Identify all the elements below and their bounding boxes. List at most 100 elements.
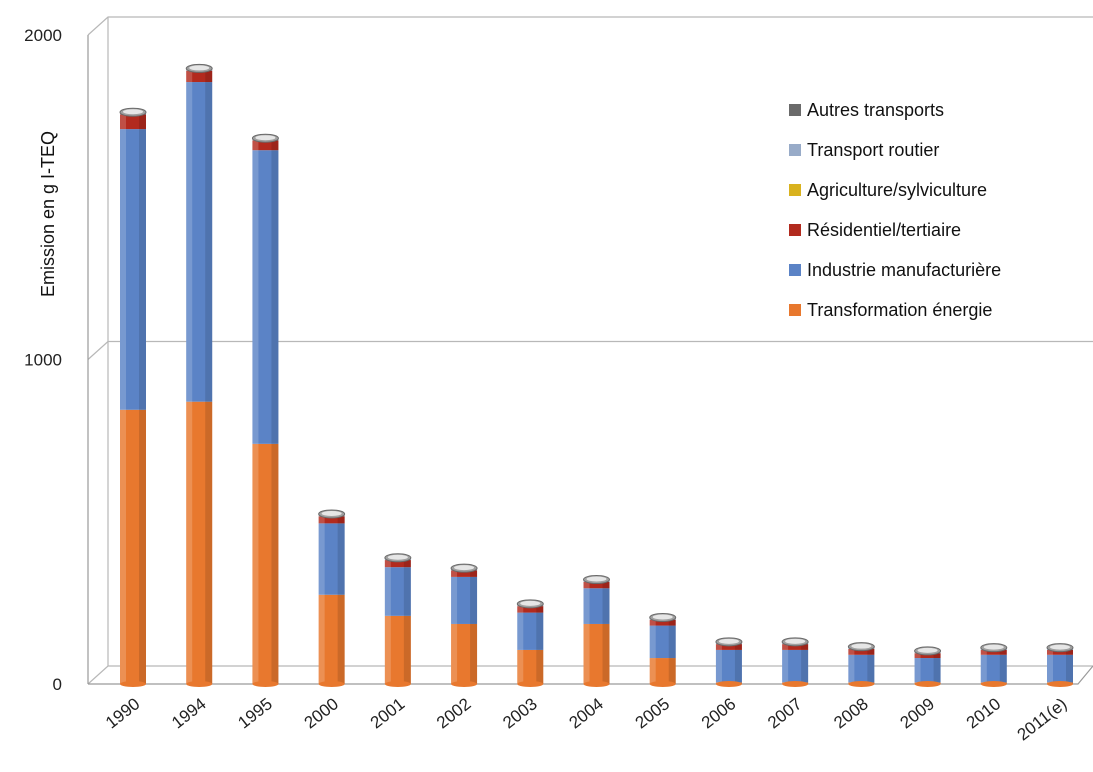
x-tick-label: 2007 (764, 694, 806, 732)
bar-top-cap-highlight (520, 600, 541, 606)
bar-bottom-cap (252, 681, 279, 687)
bar-bottom-cap (782, 681, 809, 687)
bar-group-2010 (980, 643, 1008, 687)
bar-highlight (980, 647, 987, 684)
bar-top-cap-highlight (255, 135, 276, 141)
bar-segment (451, 623, 478, 684)
bar-group-2004 (583, 575, 610, 687)
bar-group-2003 (516, 599, 544, 687)
legend-item: Agriculture/sylviculture (789, 180, 987, 200)
x-axis-floor (88, 665, 1093, 685)
bar-bottom-cap (318, 681, 345, 687)
bar-segment (914, 658, 941, 683)
bar-highlight (186, 68, 193, 684)
x-tick-label: 2002 (433, 694, 475, 732)
bar-segment (848, 654, 875, 683)
bar-segment (980, 649, 1007, 655)
x-tick-label: 2005 (632, 694, 674, 732)
bar-group-2001 (384, 553, 412, 687)
axis-layer (87, 17, 1093, 685)
bar-highlight (120, 112, 126, 684)
legend-swatch (789, 144, 801, 156)
bar-segment (384, 560, 411, 568)
x-tick-label: 2004 (565, 694, 607, 732)
bar-shadow (867, 646, 875, 684)
bar-top-cap-highlight (454, 565, 475, 571)
bar-shadow (1066, 647, 1073, 684)
legend-label: Industrie manufacturière (807, 260, 1001, 280)
bar-segment (980, 654, 1007, 683)
bar-top-cap-highlight (652, 614, 673, 620)
bar-top-cap-highlight (785, 638, 806, 644)
bar-segment (318, 523, 345, 595)
bar-segment (120, 409, 146, 684)
bar-top-cap-highlight (189, 65, 210, 71)
x-tick-label: 2006 (698, 694, 740, 732)
x-tick-label: 1994 (168, 694, 210, 732)
bar-shadow (999, 647, 1007, 684)
legend-item: Résidentiel/tertiaire (789, 220, 961, 240)
bar-shadow (337, 513, 345, 684)
bar-segment (384, 567, 411, 616)
x-tick-label: 2000 (301, 694, 343, 732)
bar-segment (252, 443, 279, 684)
legend-label: Agriculture/sylviculture (807, 180, 987, 200)
y-tick-label: 0 (53, 675, 62, 694)
bar-group-2000 (318, 509, 346, 687)
bar-segment (583, 581, 610, 589)
bar-segment (120, 129, 146, 410)
bar-segment (715, 649, 742, 683)
gridline-2000 (87, 16, 1093, 36)
bar-shadow (734, 641, 742, 684)
bar-shadow (271, 138, 279, 685)
bar-top-cap-highlight (851, 643, 872, 649)
legend-item: Transport routier (789, 140, 939, 160)
bar-highlight (848, 646, 855, 684)
y-axis-label: Emission en g I-TEQ (38, 131, 58, 297)
bar-highlight (318, 513, 325, 684)
bar-highlight (1047, 647, 1053, 684)
bar-shadow (933, 650, 941, 684)
bar-segment (583, 588, 610, 624)
bar-highlight (715, 641, 722, 684)
bar-top-cap-highlight (718, 638, 739, 644)
bar-segment (649, 625, 676, 659)
legend-label: Autres transports (807, 100, 944, 120)
bar-highlight (384, 557, 391, 684)
legend-swatch (789, 264, 801, 276)
bar-segment (186, 401, 213, 684)
bar-group-2007 (781, 637, 809, 687)
bar-group-2011(e) (1046, 643, 1074, 687)
legend: Autres transports Transport routier Agricu… (789, 100, 1001, 320)
bar-segment (120, 114, 146, 130)
bar-shadow (139, 112, 146, 684)
bar-highlight (451, 568, 458, 684)
bar-bottom-cap (120, 681, 146, 687)
bar-segment (914, 653, 941, 659)
bar-group-1995 (251, 133, 279, 687)
bar-highlight (914, 650, 921, 684)
bar-segment (252, 140, 279, 151)
bar-highlight (782, 641, 789, 684)
bar-segment (517, 606, 544, 613)
bar-shadow (403, 557, 411, 684)
bar-bottom-cap (384, 681, 411, 687)
y-tick-label: 1000 (24, 351, 62, 370)
bar-highlight (252, 138, 259, 685)
bar-bottom-cap (715, 681, 742, 687)
bar-top-cap-highlight (586, 576, 607, 582)
bar-top-cap-highlight (917, 647, 938, 653)
bar-shadow (602, 579, 610, 684)
bar-segment (252, 150, 279, 444)
bar-shadow (470, 568, 478, 684)
legend-swatch (789, 104, 801, 116)
bar-segment (715, 644, 742, 650)
x-tick-label: 2011(e) (1014, 694, 1071, 744)
bar-segment (186, 70, 213, 83)
bar-segment (451, 570, 478, 577)
bar-shadow (205, 68, 213, 684)
legend-item: Autres transports (789, 100, 944, 120)
legend-swatch (789, 184, 801, 196)
bar-group-2002 (450, 563, 478, 687)
bar-segment (318, 594, 345, 684)
